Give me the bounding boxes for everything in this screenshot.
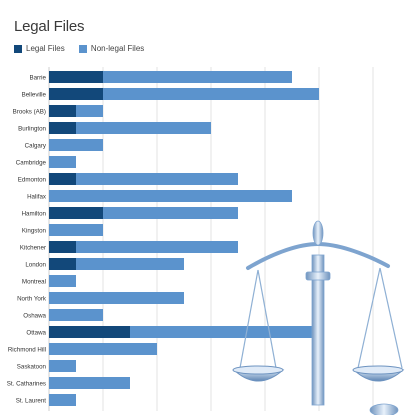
bar-non-legal (49, 275, 76, 287)
bar-non-legal (76, 122, 211, 134)
legend-item-non-legal: Non-legal Files (78, 44, 145, 53)
category-label: St. Laurent (16, 398, 47, 405)
bar-legal (49, 241, 76, 253)
category-label: Richmond Hill (8, 347, 46, 354)
category-label: London (25, 262, 46, 269)
bar-non-legal (103, 88, 319, 100)
category-label: Ottawa (26, 330, 46, 337)
bar-non-legal (103, 207, 238, 219)
chart-title: Legal Files (14, 18, 85, 35)
bar-non-legal (49, 224, 103, 236)
category-label: Kitchener (20, 245, 46, 252)
bar-non-legal (49, 292, 184, 304)
bar-legal (49, 71, 103, 83)
bar-non-legal (49, 190, 292, 202)
bar-non-legal (76, 173, 238, 185)
bar-non-legal (49, 377, 130, 389)
category-label: North York (17, 296, 47, 303)
category-label: Hamilton (22, 211, 47, 218)
category-label: Montreal (22, 279, 46, 286)
bar-non-legal (103, 71, 292, 83)
bar-non-legal (49, 343, 157, 355)
category-label: Brooks (AB) (13, 109, 46, 116)
bar-legal (49, 105, 76, 117)
bar-non-legal (49, 360, 76, 372)
bar-non-legal (49, 139, 103, 151)
category-label: St. Catharines (7, 381, 46, 388)
bar-non-legal (76, 105, 103, 117)
category-label: Calgary (25, 143, 47, 150)
legend-swatch-legal (14, 44, 22, 53)
category-label: Burlington (18, 126, 46, 133)
bar-non-legal (49, 394, 76, 406)
category-label: Kingston (22, 228, 47, 235)
category-label: Barrie (29, 75, 46, 82)
category-label: Cambridge (16, 160, 47, 167)
bar-non-legal (49, 156, 76, 168)
bar-legal (49, 122, 76, 134)
bar-legal (49, 88, 103, 100)
bar-non-legal (76, 241, 238, 253)
bar-legal (49, 258, 76, 270)
category-label: Edmonton (18, 177, 47, 184)
bar-legal (49, 207, 103, 219)
bar-non-legal (76, 258, 184, 270)
bar-legal (49, 326, 130, 338)
category-label: Belleville (22, 92, 47, 99)
category-label: Oshawa (23, 313, 46, 320)
bar-legal (49, 173, 76, 185)
legend-swatch-non-legal (78, 44, 87, 53)
chart-legend: Legal Files Non-legal Files (14, 44, 156, 55)
legend-label-non-legal: Non-legal Files (90, 44, 145, 53)
legend-item-legal: Legal Files (14, 44, 65, 53)
bar-non-legal (49, 309, 103, 321)
bar-non-legal (130, 326, 319, 338)
category-label: Halifax (27, 194, 47, 201)
category-label: Saskatoon (17, 364, 47, 371)
legend-label-legal: Legal Files (26, 44, 65, 53)
